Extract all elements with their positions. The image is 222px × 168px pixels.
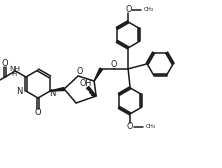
Text: CH₃: CH₃: [144, 7, 154, 12]
Polygon shape: [94, 68, 102, 81]
Polygon shape: [87, 87, 96, 96]
Polygon shape: [50, 88, 64, 91]
Text: O: O: [127, 122, 133, 131]
Text: O: O: [2, 59, 8, 69]
Text: O: O: [77, 68, 83, 76]
Text: O: O: [126, 5, 132, 14]
Text: N: N: [16, 87, 23, 95]
Text: N: N: [49, 89, 55, 97]
Text: CH₃: CH₃: [146, 124, 156, 129]
Text: O: O: [35, 108, 41, 117]
Text: O: O: [111, 60, 117, 69]
Text: OH: OH: [79, 79, 92, 88]
Text: H: H: [12, 71, 17, 77]
Text: NH: NH: [9, 66, 20, 72]
